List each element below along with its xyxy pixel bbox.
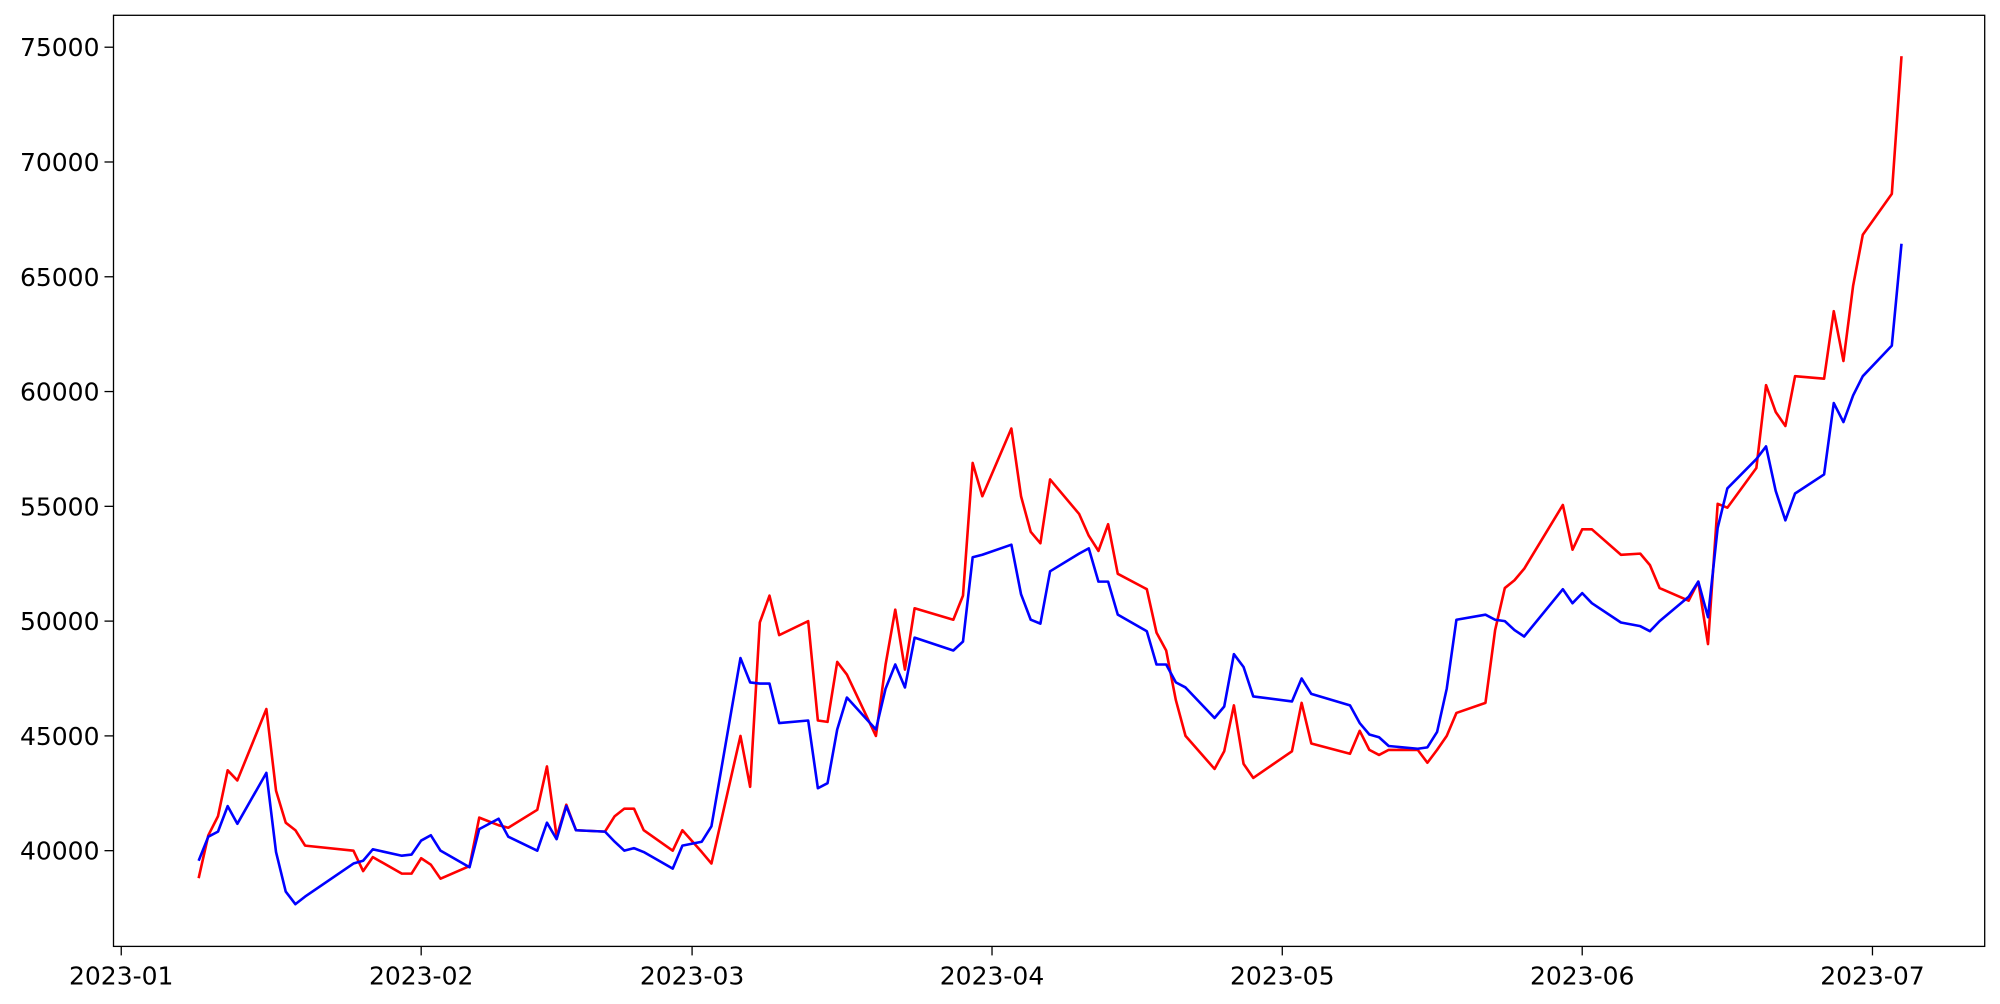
y-tick-label: 55000 [20,492,100,521]
y-tick-label: 65000 [20,263,100,292]
y-tick-label: 60000 [20,378,100,407]
plot-frame [112,14,1986,948]
x-tick-label: 2023-05 [1230,961,1334,990]
x-tick-label: 2023-06 [1530,961,1634,990]
x-tick-label: 2023-01 [69,961,173,990]
line-series [197,243,1903,906]
x-tick-label: 2023-07 [1820,961,1924,990]
line-series [197,56,1903,880]
x-tick-label: 2023-03 [640,961,744,990]
y-tick-label: 50000 [20,607,100,636]
x-tick-label: 2023-02 [369,961,473,990]
y-tick-label: 70000 [20,148,100,177]
x-tick-label: 2023-04 [940,961,1044,990]
y-tick-label: 75000 [20,33,100,62]
y-tick-label: 40000 [20,837,100,866]
y-tick-label: 45000 [20,722,100,751]
